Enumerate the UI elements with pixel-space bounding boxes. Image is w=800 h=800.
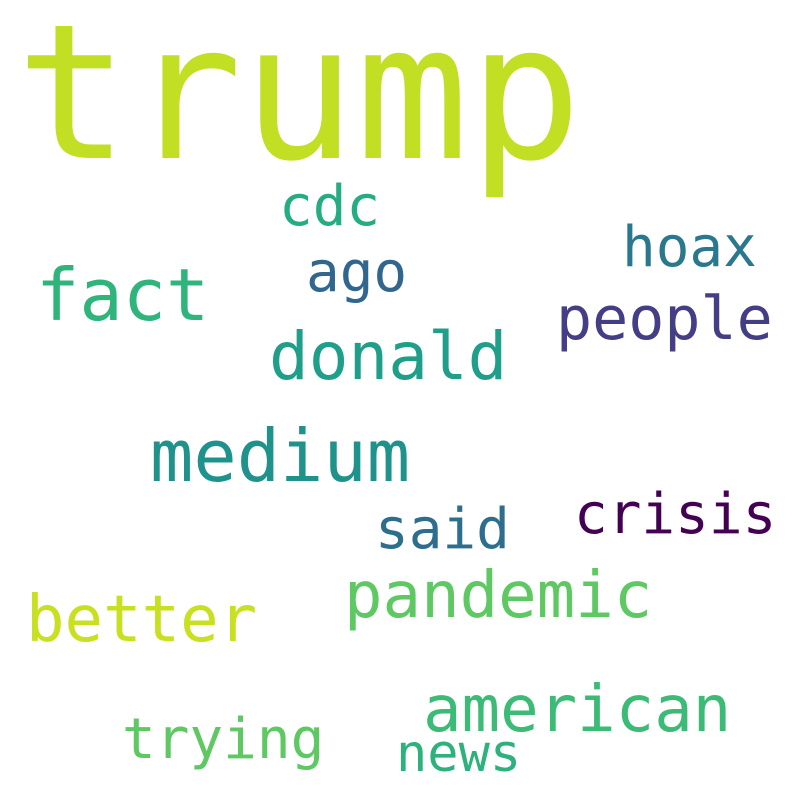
word-people: people <box>556 284 773 354</box>
word-fact: fact <box>36 253 210 337</box>
word-trying: trying <box>122 707 325 772</box>
word-american: american <box>423 673 732 747</box>
word-donald: donald <box>269 318 508 395</box>
word-ago: ago <box>306 240 408 305</box>
word-news: news <box>396 724 522 784</box>
word-crisis: crisis <box>574 482 777 547</box>
word-pandemic: pandemic <box>344 559 653 633</box>
word-medium: medium <box>150 414 411 498</box>
word-trump: trump <box>16 0 582 203</box>
word-cdc: cdc <box>279 174 381 239</box>
word-better: better <box>26 583 258 657</box>
word-hoax: hoax <box>622 215 757 280</box>
word-said: said <box>375 497 510 562</box>
